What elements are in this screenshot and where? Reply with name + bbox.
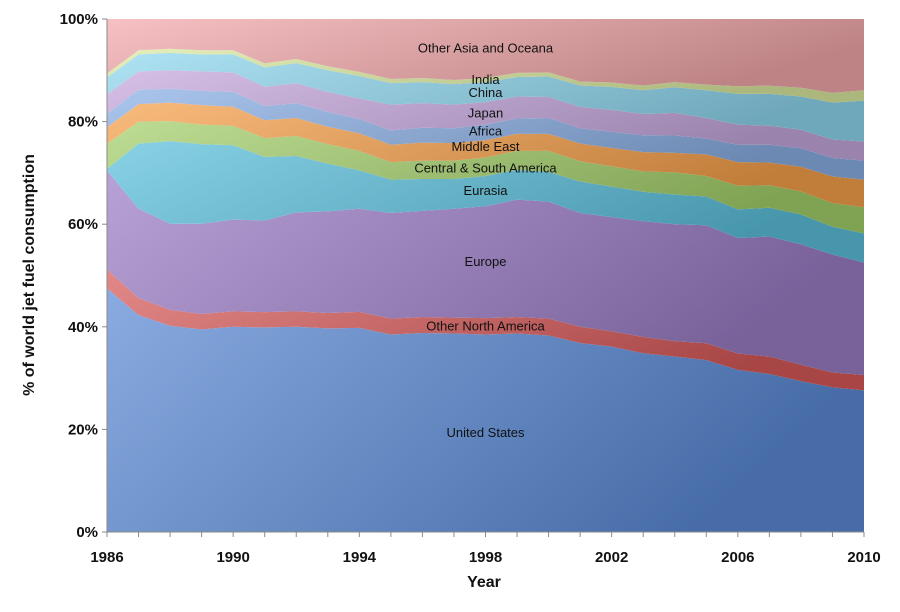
- series-area-china: [107, 52, 864, 142]
- y-tick-label: 40%: [68, 319, 98, 336]
- x-axis-title: Year: [467, 574, 501, 591]
- series-area-india: [107, 48, 864, 103]
- y-tick-label: 20%: [68, 421, 98, 438]
- x-tick-label: 2006: [721, 549, 754, 566]
- series-area-middle-east: [107, 102, 864, 208]
- series-label-india: India: [471, 72, 500, 87]
- x-tick-label: 2002: [595, 549, 628, 566]
- series-area-japan: [107, 70, 864, 161]
- series-area-central-and-south-america: [107, 121, 864, 234]
- x-tick-label: 2010: [847, 549, 880, 566]
- series-label-africa: Africa: [469, 123, 503, 138]
- series-label-europe: Europe: [465, 254, 507, 269]
- series-label-middle-east: Middle East: [452, 139, 520, 154]
- y-tick-label: 100%: [60, 11, 98, 28]
- x-tick-label: 1986: [90, 549, 123, 566]
- series-label-other-asia-and-oceana: Other Asia and Oceana: [418, 40, 554, 55]
- x-tick-label: 1990: [216, 549, 249, 566]
- series-label-other-north-america: Other North America: [426, 318, 545, 333]
- series-label-china: China: [469, 85, 504, 100]
- y-axis-title: % of world jet fuel consumption: [21, 154, 38, 396]
- y-tick-label: 80%: [68, 114, 98, 131]
- series-area-other-asia-and-oceana: [107, 19, 864, 93]
- y-tick-label: 0%: [76, 524, 98, 541]
- series-area-eurasia: [107, 141, 864, 263]
- series-label-united-states: United States: [446, 425, 525, 440]
- x-tick-label: 1994: [343, 549, 377, 566]
- series-area-other-north-america: [107, 269, 864, 391]
- y-tick-label: 60%: [68, 216, 98, 233]
- x-tick-label: 1998: [469, 549, 502, 566]
- series-area-europe: [107, 170, 864, 376]
- series-label-eurasia: Eurasia: [463, 183, 508, 198]
- series-label-central-and-south-america: Central & South America: [414, 161, 557, 176]
- series-area-africa: [107, 88, 864, 180]
- series-label-japan: Japan: [468, 105, 503, 120]
- series-area-united-states: [107, 288, 864, 532]
